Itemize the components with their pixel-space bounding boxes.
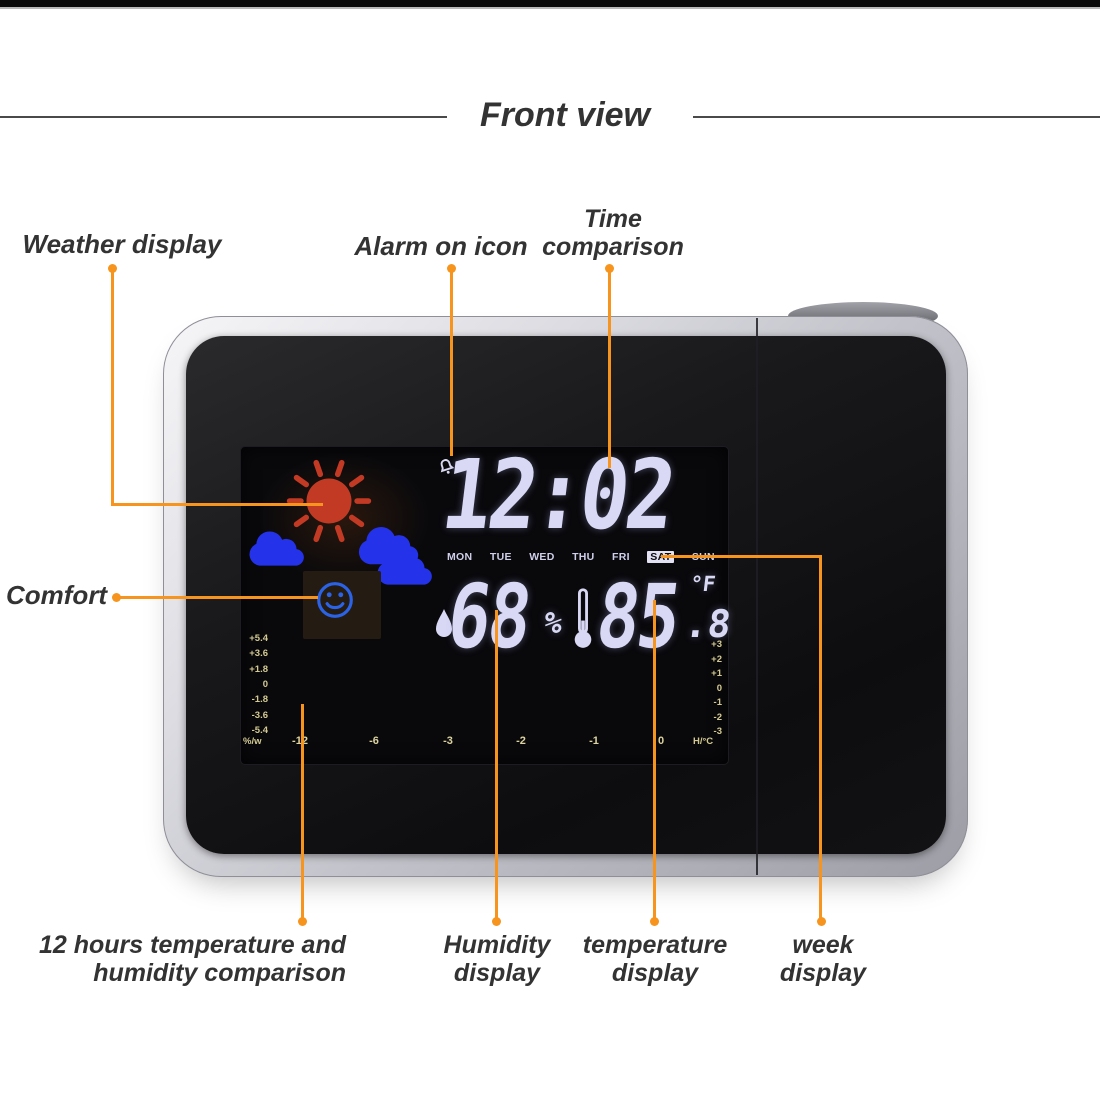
time-display: 12:02 [436,439,679,551]
tick-column [626,651,637,748]
label-text: display [453,959,541,987]
axis-tick-label: -3 [713,726,722,737]
label-text: comparison [542,233,684,261]
label-text: temperature [582,931,728,959]
smiley-icon [317,582,353,618]
callout-line-humidity [495,610,498,918]
callout-line-comfort [120,596,318,599]
x-axis-label: -6 [369,735,379,747]
callout-dot-temperature [650,917,659,926]
callout-line-12h [301,704,304,918]
label-12h-comparison: 12 hours temperature and humidity compar… [28,931,346,987]
day-label: FRI [612,551,630,563]
label-humidity-display: Humidity display [425,931,569,987]
axis-tick-label: 0 [262,678,268,690]
callout-dot-comfort [112,593,121,602]
tick-column [553,651,564,748]
callout-dot-week [817,917,826,926]
sun-icon [286,459,372,543]
day-label: TUE [489,551,512,563]
axis-tick-label: +1.8 [249,663,268,675]
label-text: humidity comparison [93,959,346,987]
label-alarm-on-icon: Alarm on icon [352,232,530,260]
label-text: Comfort [6,580,108,610]
label-text: Humidity [443,931,551,959]
tick-column [406,651,417,748]
callout-line-weather-h [111,503,323,506]
graph-right-axis: +3 +2 +1 0 -1 -2 -3 [700,639,722,737]
label-time-comparison: Time comparison [538,205,688,261]
axis-tick-label: -1.8 [251,694,268,706]
label-text: Time [584,205,642,233]
page-title: Front view [479,96,651,134]
callout-dot-weather [108,264,117,273]
label-text: week [792,931,854,959]
axis-tick-label: +3.6 [249,648,268,660]
tick-column [335,651,346,748]
label-text: Alarm on icon [354,231,528,261]
cloud-icon [377,550,432,585]
day-label: MON [447,551,473,563]
axis-tick-label: +3 [711,639,722,650]
tick-column [480,651,491,748]
callout-line-weather-v [111,272,114,506]
axis-tick-label: +1 [711,668,722,679]
x-axis-label: -3 [443,735,453,747]
axis-tick-label: +2 [711,653,722,665]
lcd-screen: 12:02 MONTUEWEDTHUFRISATSUN 68 % 85 °F .… [240,439,733,765]
thermometer-icon [574,588,592,648]
graph-right-unit: H/°C [693,736,714,747]
label-week-display: week display [762,931,884,987]
callout-line-week-v [819,555,822,918]
label-text: display [779,959,867,987]
x-axis-label: 0 [657,735,665,747]
label-temperature-display: temperature display [568,931,742,987]
water-drops-icon [436,607,463,637]
callout-dot-time [605,264,614,273]
callout-dot-12h [298,917,307,926]
alarm-bell-icon [440,459,455,474]
graph-left-axis: +5.4 +3.6 +1.8 0 -1.8 -3.6 -5.4 [244,633,268,736]
header-rule-right [693,116,1100,118]
day-label-active: SAT [647,551,675,563]
callout-dot-humidity [492,917,501,926]
callout-line-time [608,272,611,468]
axis-tick-label: -2 [713,711,722,723]
device-seam [756,318,758,875]
callout-line-alarm [450,272,453,456]
label-weather-display: Weather display [18,230,226,258]
label-text: Weather display [22,229,222,259]
callout-dot-alarm [447,264,456,273]
axis-tick-label: -1 [713,697,722,708]
axis-tick-label: 0 [716,682,722,694]
callout-line-temperature [653,600,656,918]
label-text: display [611,959,699,987]
cloud-icon [249,531,304,566]
x-axis-label: -1 [589,735,599,747]
axis-tick-label: -5.4 [251,724,268,736]
x-axis-label: -12 [292,735,308,747]
label-text: 12 hours temperature and [38,931,346,959]
day-label: WED [529,551,555,563]
axis-tick-label: -3.6 [251,709,268,721]
label-comfort: Comfort [6,581,116,609]
top-black-bar [0,0,1100,9]
header-rule-left [0,116,447,118]
axis-tick-label: +5.4 [249,633,268,644]
x-axis-label: -2 [516,735,526,747]
graph-left-unit: %/w [243,736,262,747]
day-label: THU [572,551,595,563]
temperature-unit: °F [688,572,717,596]
callout-line-week-h [661,555,822,558]
